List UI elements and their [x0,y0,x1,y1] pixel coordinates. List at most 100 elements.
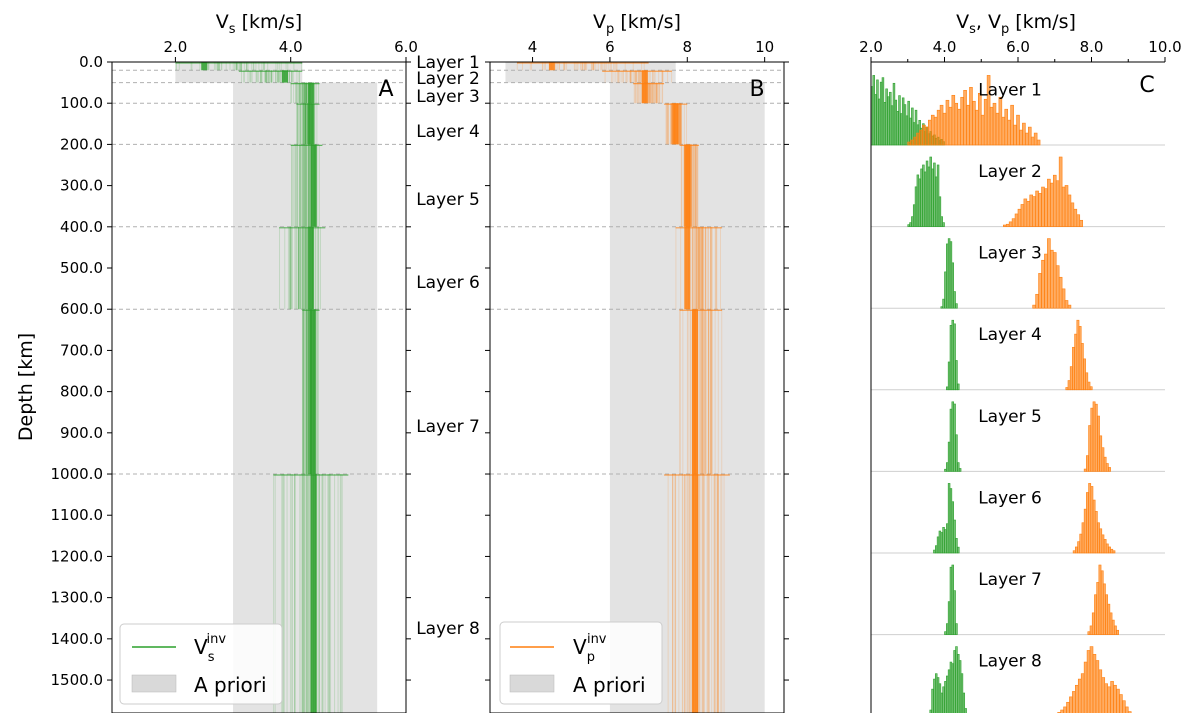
vp-histogram-bar [1086,492,1089,554]
vp-histogram-bar [1076,319,1080,391]
y-tick-label: 1300.0 [51,589,104,607]
vs-histogram-bar [942,222,945,227]
profile-core [641,82,648,104]
y-tick-label: 1200.0 [51,547,104,565]
vp-histogram-bar [1107,603,1111,635]
vp-histogram-bar [1014,213,1019,227]
x-ticks: 2.0 4.0 6.0 8.0 10.0 [859,38,1182,62]
vp-histogram-bar [930,114,935,146]
histogram-layer-label: Layer 6 [978,488,1042,508]
vp-histogram-bar [1083,468,1087,472]
vs-histogram-bar [953,519,956,554]
vp-histogram-bar [1122,700,1126,713]
vp-histogram-bar [925,126,929,146]
panel-label: C [1139,73,1154,98]
vp-histogram-bar [963,90,967,146]
x-axis-label: Vs [km/s] [216,11,302,37]
profile-core [307,226,314,310]
layer-label: Layer 5 [416,190,480,210]
panel-a: 2.0 4.0 6.0 0.0 100.0 200.0 300.0 400.0 500.0 60… [15,11,418,713]
vp-histogram-bar [936,109,941,146]
vp-histogram-bar [1088,425,1092,472]
histogram-layer-label: Layer 1 [978,80,1042,100]
vp-histogram-bar [1098,564,1102,635]
vp-histogram-bar [1029,194,1034,227]
vp-histogram-bar [1065,387,1069,391]
vp-histogram-bar [998,96,1003,146]
vs-histogram-bar [951,262,954,309]
profile-core [548,62,555,71]
panel-label: A [378,77,393,102]
legend-prior-label: A priori [573,673,646,697]
vp-histogram-bar [910,139,914,146]
vp-histogram-bar [1113,625,1117,635]
vp-histogram-bar [983,98,988,146]
x-tick-label: 8.0 [1080,38,1104,56]
profile-core [684,144,691,227]
a-priori-band [233,82,378,713]
profile-core [281,70,288,83]
profile-core [201,62,208,71]
vp-histogram-bar [1038,273,1042,309]
vp-histogram-bar [939,104,944,146]
x-tick-label: 2.0 [163,38,187,56]
vp-histogram-bar [1073,208,1078,227]
vp-histogram-bar [1101,677,1106,713]
vp-histogram-bar [1105,543,1109,554]
vp-histogram-bar [1010,104,1014,146]
panel-label: B [749,77,764,102]
x-tick-label: 4.0 [279,38,303,56]
vp-histogram-bar [1070,202,1075,227]
y-ticks: 0.0 100.0 200.0 300.0 400.0 500.0 600.0 700.0 80… [51,53,411,689]
vp-histogram-bar [1087,381,1091,391]
vp-histogram-bar [1069,696,1073,713]
layer-label: Layer 7 [416,417,480,437]
vp-histogram-bar [1113,684,1117,713]
vs-histogram-bar [929,709,932,713]
y-ticks [485,61,789,681]
vp-histogram-bar [966,104,970,146]
vp-histogram-bar [1055,265,1060,309]
vp-histogram-bar [1108,546,1111,554]
histogram-layer-label: Layer 4 [978,325,1042,345]
histogram-layer-label: Layer 8 [978,652,1042,672]
vp-histogram-bar [1058,156,1063,227]
vp-inversion-profiles [516,62,730,713]
vp-histogram-bar [1101,447,1105,472]
vp-histogram-bar [1080,673,1085,713]
vp-histogram-bar [1072,346,1075,391]
profile-core [692,309,699,475]
y-tick-label: 500.0 [60,259,103,277]
vs-histogram-bar [940,216,943,227]
vp-histogram-bar [1086,650,1091,713]
profile-core [310,144,317,227]
vp-histogram-bar [1011,218,1016,227]
legend-prior-label: A priori [194,673,267,697]
vp-histogram-bar [1030,136,1035,146]
vp-histogram-bar [1111,619,1115,635]
axes-frame [489,61,785,713]
vs-histogram-bar [955,360,958,391]
a-priori-region [175,62,378,713]
vp-histogram-bar [1044,253,1048,309]
vp-histogram-bar [1079,219,1083,227]
y-tick-label: 1500.0 [51,671,104,689]
vp-histogram-bar [1072,691,1076,713]
layer-label: Layer 8 [416,619,480,639]
y-tick-label: 800.0 [60,383,103,401]
vp-histogram-bar [1092,654,1097,713]
vp-histogram-bar [1055,180,1060,227]
layer-label: Layer 3 [416,87,480,107]
x-ticks: 4 6 8 10 [528,38,774,62]
vp-histogram-bar [1103,456,1107,472]
vp-histogram-bar [1083,358,1086,391]
vp-histogram-bar [1047,238,1051,309]
vs-histogram-bar [938,196,942,227]
vp-histogram-bar [1007,119,1011,146]
y-tick-label: 900.0 [60,424,103,442]
vp-histogram-bar [1099,435,1103,472]
vp-histogram-bar [1017,208,1022,227]
vs-inversion-profiles [175,62,349,713]
